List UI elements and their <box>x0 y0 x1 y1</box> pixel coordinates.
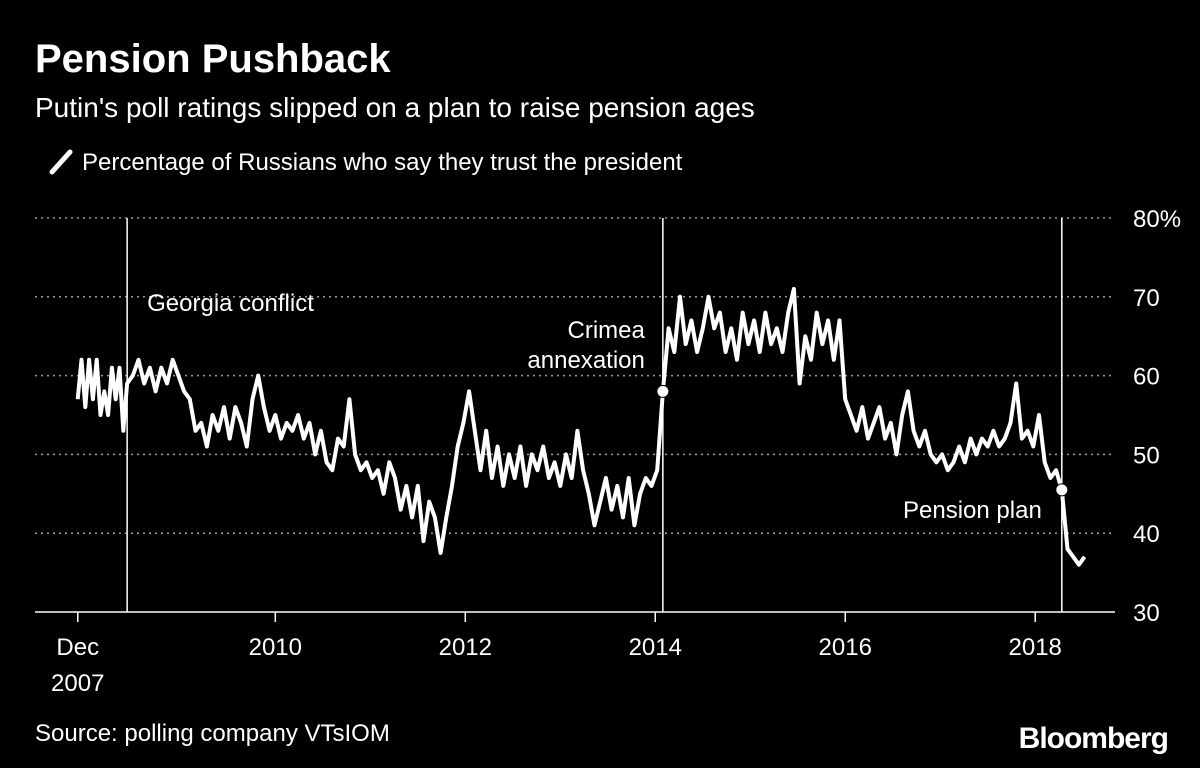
x-tick-label: 2010 <box>249 634 302 661</box>
data-line <box>75 286 1087 567</box>
y-tick-label: 30 <box>1133 600 1160 627</box>
chart-subtitle: Putin's poll ratings slipped on a plan t… <box>35 92 755 123</box>
x-tick-label: 2018 <box>1009 634 1062 661</box>
annotation-label: Georgia conflict <box>147 290 314 317</box>
brand-logo: Bloomberg <box>1019 722 1168 755</box>
x-tick-label: 2014 <box>629 634 682 661</box>
x-tick-label: Dec 2007 <box>51 634 104 697</box>
legend-swatch <box>49 149 73 175</box>
annotation-dot <box>1055 483 1069 497</box>
x-tick-label: 2016 <box>819 634 872 661</box>
y-tick-label: 70 <box>1133 285 1160 312</box>
annotation-dot <box>656 384 670 398</box>
y-tick-label: 40 <box>1133 521 1160 548</box>
legend-label: Percentage of Russians who say they trus… <box>82 149 683 176</box>
y-tick-label: 50 <box>1133 442 1160 469</box>
annotation-label: Pension plan <box>903 497 1042 524</box>
y-tick-label: 80% <box>1133 206 1181 233</box>
source-note: Source: polling company VTsIOM <box>35 720 390 747</box>
annotation-label: Crimea annexation <box>527 317 645 374</box>
y-tick-label: 60 <box>1133 364 1160 391</box>
x-tick-label: 2012 <box>439 634 492 661</box>
chart-title: Pension Pushback <box>35 37 391 81</box>
